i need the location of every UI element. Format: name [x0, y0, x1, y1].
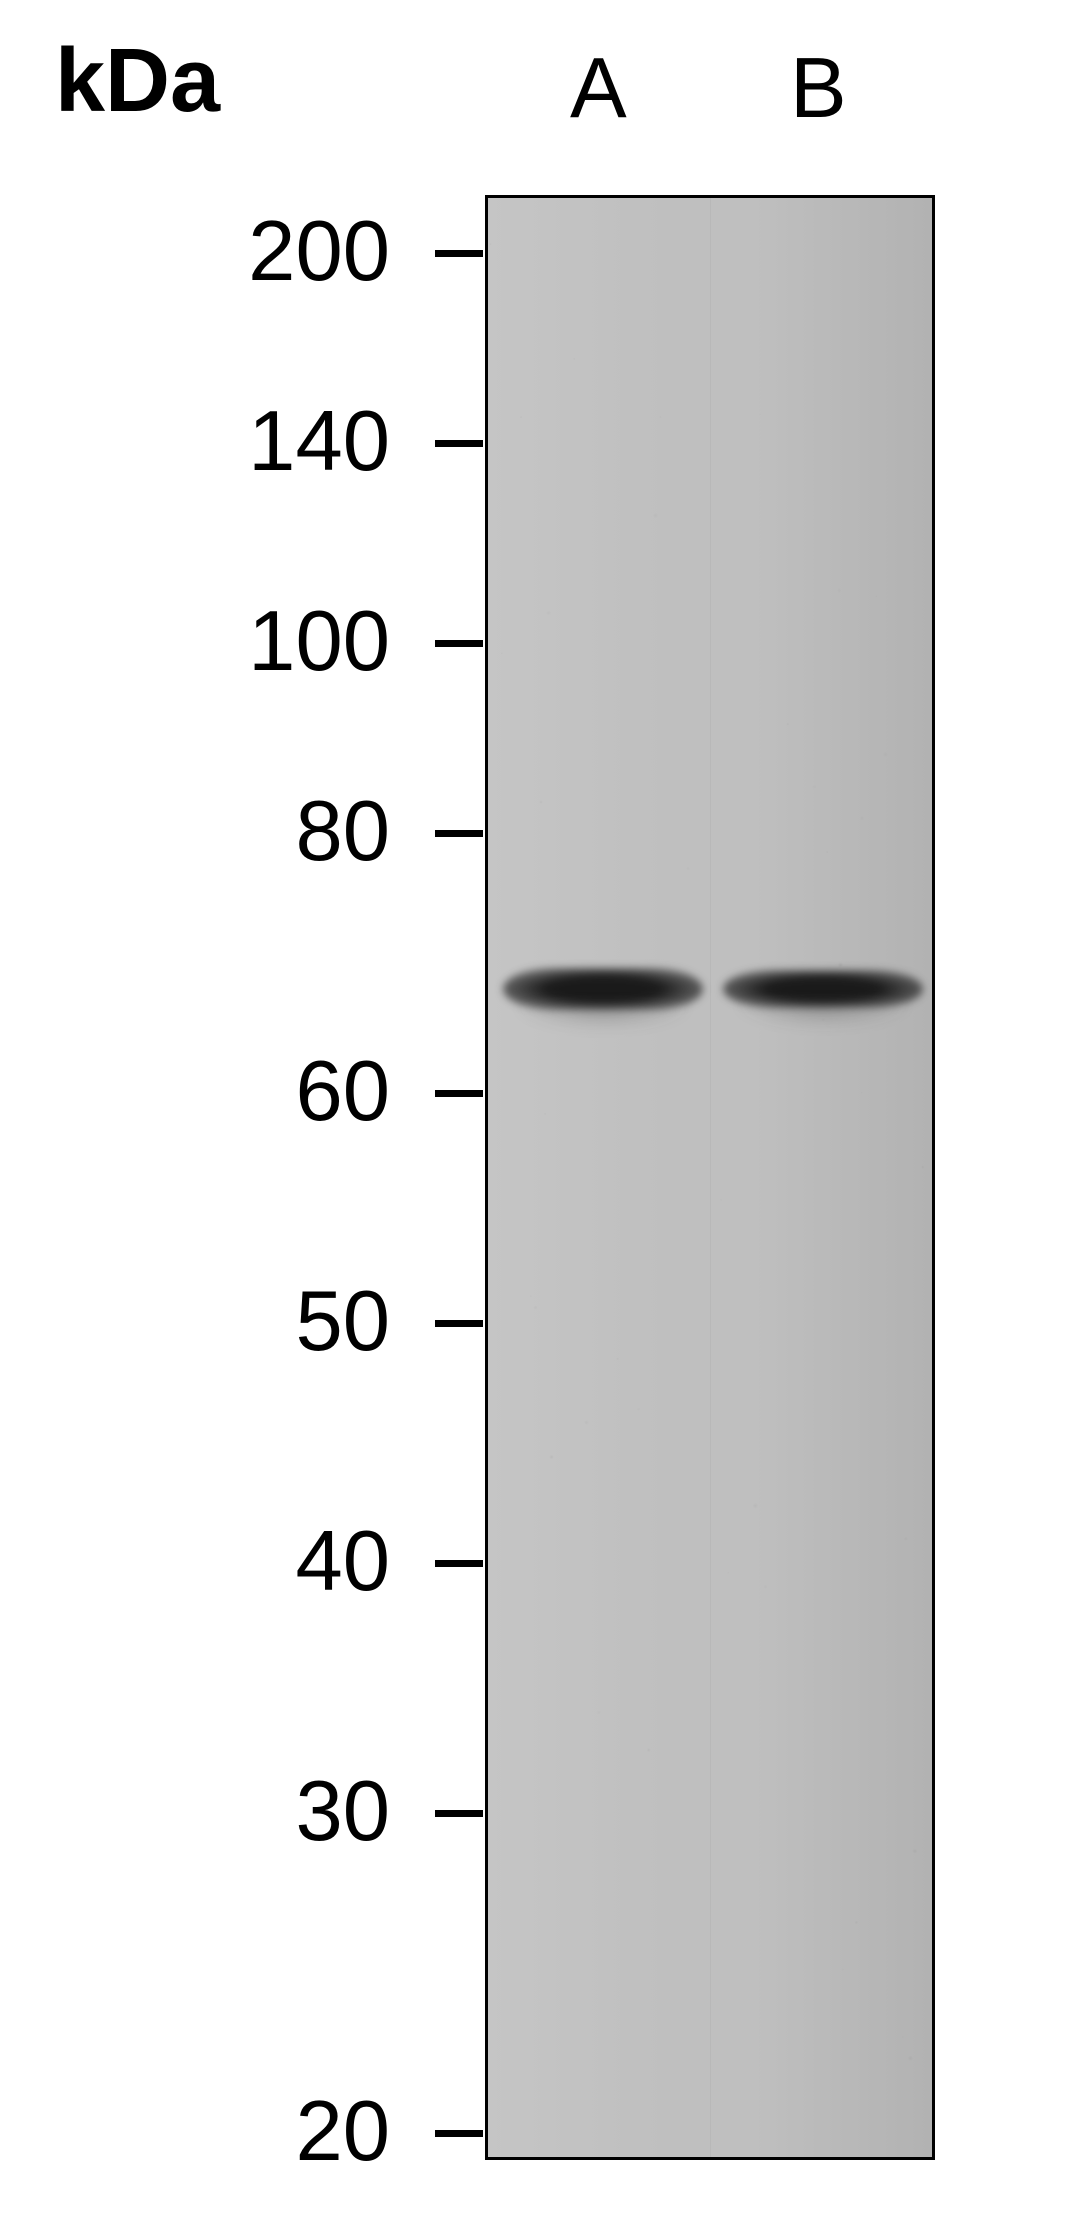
mw-label-40: 40 [50, 1513, 390, 1611]
mw-label-140: 140 [50, 393, 390, 491]
blot-background [488, 198, 932, 2157]
mw-tick-30 [435, 1810, 483, 1817]
mw-label-50: 50 [50, 1273, 390, 1371]
mw-label-200: 200 [50, 203, 390, 301]
mw-tick-20 [435, 2130, 483, 2137]
lane-a-label: A [570, 40, 627, 138]
mw-label-20: 20 [50, 2083, 390, 2181]
mw-label-30: 30 [50, 1763, 390, 1861]
lane-b-label: B [790, 40, 847, 138]
mw-tick-100 [435, 640, 483, 647]
mw-tick-50 [435, 1320, 483, 1327]
western-blot-container: kDa A B 200 140 100 80 60 50 40 30 20 [0, 0, 1080, 2227]
mw-label-60: 60 [50, 1043, 390, 1141]
mw-tick-60 [435, 1090, 483, 1097]
blot-noise-texture [488, 198, 932, 2157]
blot-membrane [485, 195, 935, 2160]
mw-label-100: 100 [50, 593, 390, 691]
mw-label-80: 80 [50, 783, 390, 881]
mw-tick-80 [435, 830, 483, 837]
mw-tick-40 [435, 1560, 483, 1567]
mw-tick-140 [435, 440, 483, 447]
kda-unit-label: kDa [55, 30, 220, 133]
mw-tick-200 [435, 250, 483, 257]
